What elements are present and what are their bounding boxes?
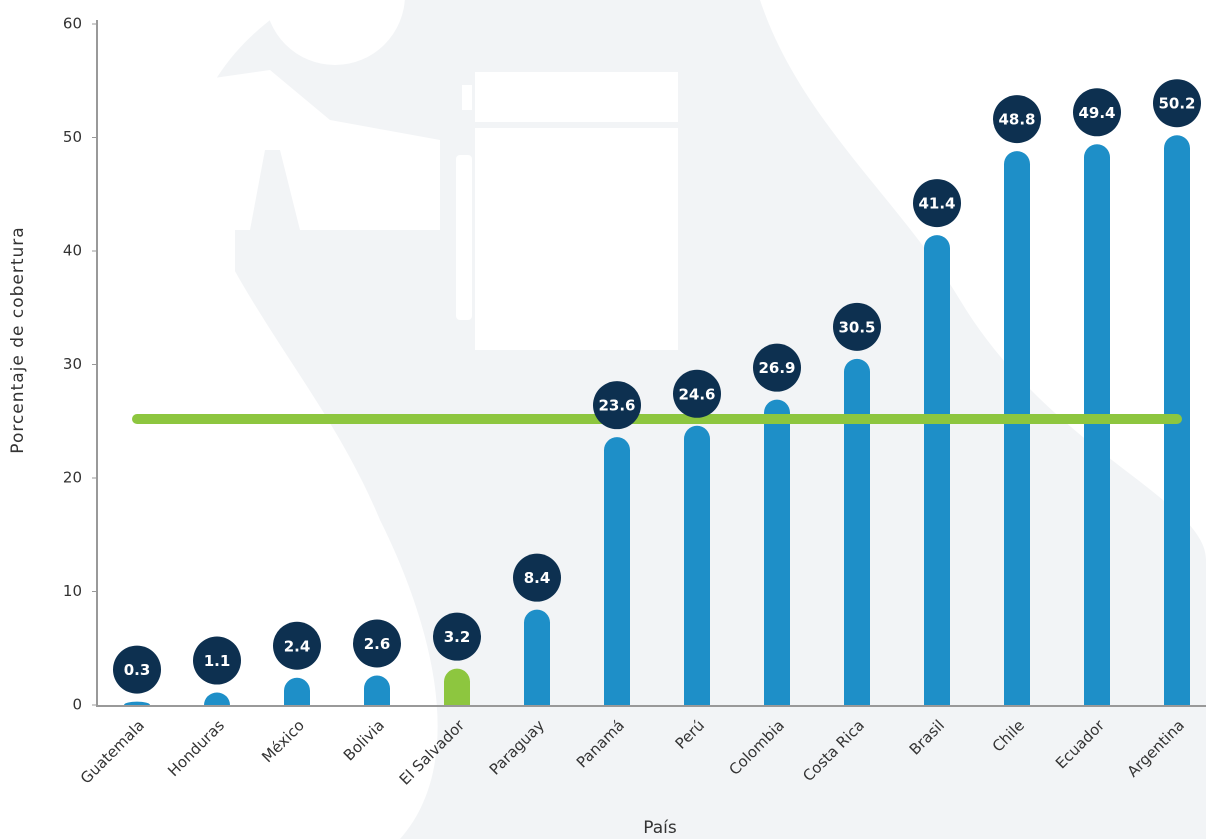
bar [764,399,790,705]
value-label: 50.2 [1158,95,1195,113]
y-tick-label: 30 [63,355,82,373]
bar [1004,151,1030,706]
value-label-badge [433,612,481,661]
value-label-badge [1073,88,1121,137]
value-label: 2.6 [364,635,391,653]
y-tick-label: 60 [63,15,82,33]
y-axis-title: Porcentaje de cobertura [8,226,28,453]
bar [1084,144,1110,705]
value-label: 0.3 [124,661,151,679]
x-tick-label: Bolivia [340,716,388,764]
value-label-badge [353,619,401,668]
value-label-badge [113,645,161,694]
bar [844,358,870,705]
value-label-badge [753,343,801,392]
bar [444,668,470,705]
x-tick-label: Guatemala [77,716,148,787]
value-label: 2.4 [284,637,311,655]
x-tick-label: México [258,716,308,766]
y-tick-label: 10 [63,582,82,600]
value-label: 30.5 [838,318,875,336]
value-label-badge [913,179,961,228]
value-label: 26.9 [758,359,795,377]
value-label: 49.4 [1078,104,1115,122]
value-label-badge [593,381,641,430]
bar [364,675,390,705]
x-tick-label: Honduras [164,716,228,780]
y-tick-label: 40 [63,242,82,260]
value-label-badge [993,95,1041,144]
bar [524,609,550,705]
value-label-badge [833,302,881,351]
value-label: 24.6 [678,385,715,403]
value-label-badge [673,369,721,418]
value-label-badge [193,636,241,685]
bar [604,437,630,705]
bar [684,425,710,705]
bar [284,677,310,705]
bar [924,235,950,705]
x-axis-title: País [643,818,677,838]
y-tick-label: 0 [72,696,82,714]
y-tick-label: 20 [63,469,82,487]
value-label-badge [273,621,321,670]
bar [204,692,230,705]
value-label: 41.4 [918,195,955,213]
value-label: 8.4 [524,569,551,587]
value-label: 48.8 [998,111,1035,129]
value-label: 3.2 [444,628,471,646]
y-tick-label: 50 [63,128,82,146]
value-label-badge [1153,79,1201,128]
value-label: 23.6 [598,397,635,415]
value-label-badge [513,553,561,602]
bar [124,701,150,705]
value-label: 1.1 [204,652,231,670]
